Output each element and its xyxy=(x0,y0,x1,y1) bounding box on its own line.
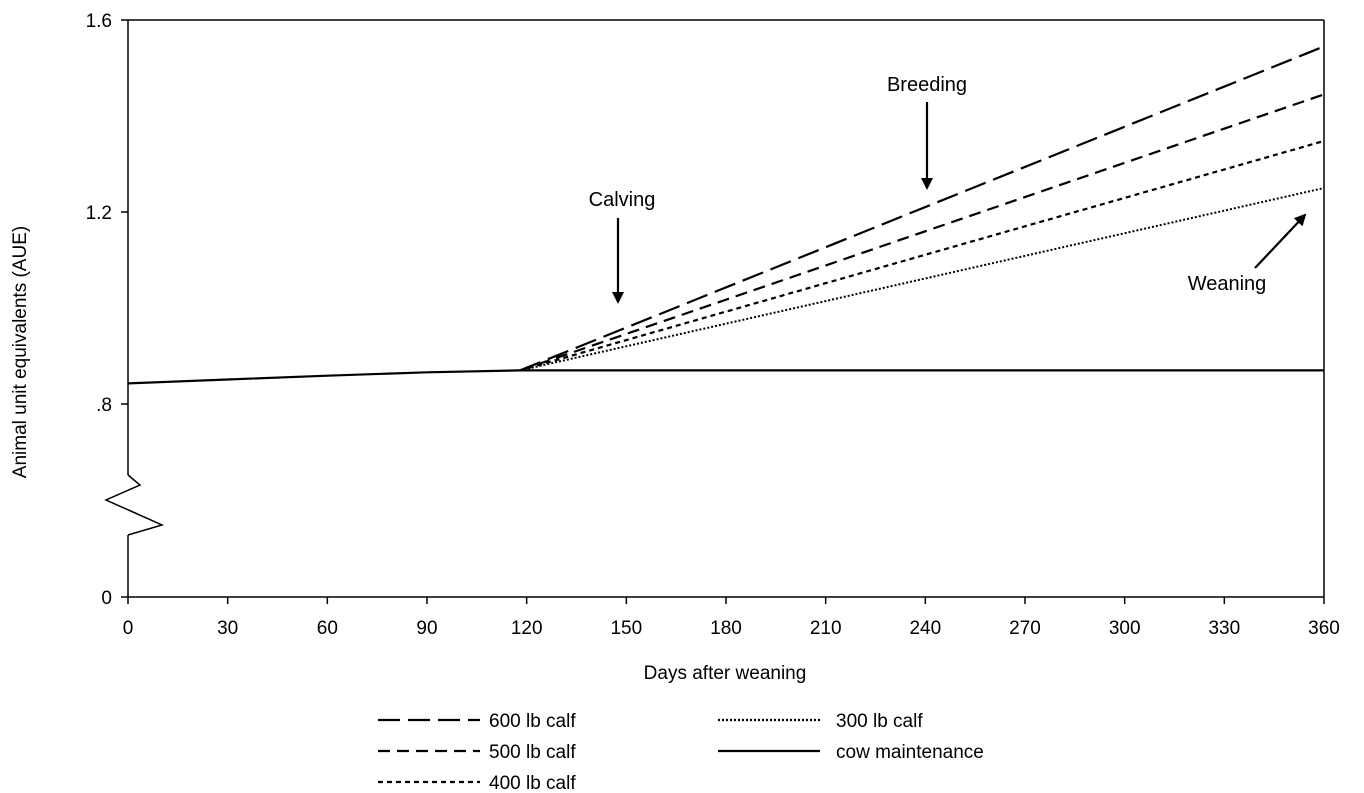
x-tick-label-0: 0 xyxy=(123,618,134,639)
series-line-600-lb-calf xyxy=(519,45,1325,372)
y-axis-title: Animal unit equivalents (AUE) xyxy=(10,226,31,478)
x-tick-label-60: 60 xyxy=(317,618,338,639)
legend-label-300-lb-calf: 300 lb calf xyxy=(836,711,923,732)
x-tick-label-360: 360 xyxy=(1308,618,1340,639)
axis-break-zigzag xyxy=(104,474,165,536)
y-axis-ticks: 1.6 1.2 .8 0 xyxy=(86,11,128,609)
y-tick-label-1-2: 1.2 xyxy=(86,203,112,224)
series-line-300-lb-calf xyxy=(519,187,1325,372)
annotation-arrow-weaning xyxy=(1254,213,1307,269)
legend-label-600-lb-calf: 600 lb calf xyxy=(489,711,576,732)
plot-frame xyxy=(127,19,1325,598)
x-tick-label-300: 300 xyxy=(1109,618,1141,639)
series-layer xyxy=(127,45,1325,385)
x-tick-label-270: 270 xyxy=(1009,618,1041,639)
x-tick-label-240: 240 xyxy=(909,618,941,639)
series-line-cow-maintenance xyxy=(127,369,1324,385)
x-tick-label-210: 210 xyxy=(810,618,842,639)
x-tick-label-30: 30 xyxy=(217,618,238,639)
y-axis-break-zigzag xyxy=(104,474,165,536)
annotation-calving: Calving xyxy=(589,189,656,211)
y-tick-label-0: 0 xyxy=(101,588,112,609)
legend-label-cow-maintenance: cow maintenance xyxy=(836,742,984,763)
annotations: Calving Breeding Weaning xyxy=(589,74,1307,304)
legend-label-500-lb-calf: 500 lb calf xyxy=(489,742,576,763)
y-tick-label-8: .8 xyxy=(96,395,112,416)
x-tick-label-330: 330 xyxy=(1208,618,1240,639)
x-tick-label-90: 90 xyxy=(416,618,437,639)
annotation-breeding: Breeding xyxy=(887,74,967,96)
series-line-500-lb-calf xyxy=(519,93,1325,372)
legend: 600 lb calf 500 lb calf 400 lb calf 300 lb … xyxy=(378,711,984,793)
x-axis-title: Days after weaning xyxy=(644,663,807,684)
x-tick-label-120: 120 xyxy=(511,618,543,639)
annotation-weaning: Weaning xyxy=(1188,273,1267,295)
x-axis-ticks: 0 30 60 90 120 150 180 210 240 270 300 330 360 xyxy=(123,597,1340,639)
legend-label-400-lb-calf: 400 lb calf xyxy=(489,773,576,793)
x-tick-label-180: 180 xyxy=(710,618,742,639)
x-tick-label-150: 150 xyxy=(610,618,642,639)
series-line-400-lb-calf xyxy=(519,139,1325,372)
y-tick-label-1-6: 1.6 xyxy=(86,11,112,32)
